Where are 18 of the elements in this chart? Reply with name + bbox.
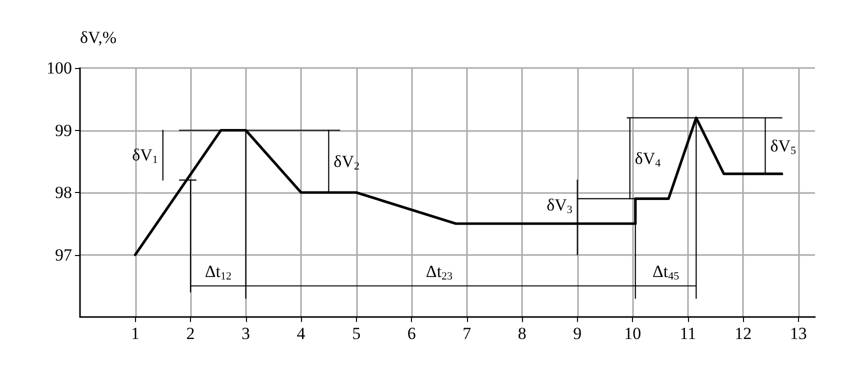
x-tick-label: 13 [790, 324, 807, 343]
x-tick-label: 1 [131, 324, 140, 343]
x-tick-label: 8 [518, 324, 526, 343]
x-tick-label: 4 [296, 324, 306, 343]
x-tick-label: 6 [407, 324, 416, 343]
x-tick-label: 12 [734, 324, 752, 343]
y-tick-label: 97 [55, 245, 72, 264]
x-tick-label: 10 [624, 324, 642, 343]
y-tick-label: 100 [46, 58, 72, 78]
y-axis-title: δV,% [80, 28, 117, 47]
y-tick-label: 98 [55, 183, 72, 202]
y-tick-label: 99 [55, 120, 72, 140]
x-tick-label: 9 [573, 324, 582, 343]
x-tick-label: 7 [462, 324, 472, 343]
x-tick-label: 2 [186, 324, 195, 343]
x-tick-label: 3 [242, 324, 250, 343]
x-tick-label: 5 [352, 324, 361, 343]
x-tick-label: 11 [680, 324, 696, 343]
